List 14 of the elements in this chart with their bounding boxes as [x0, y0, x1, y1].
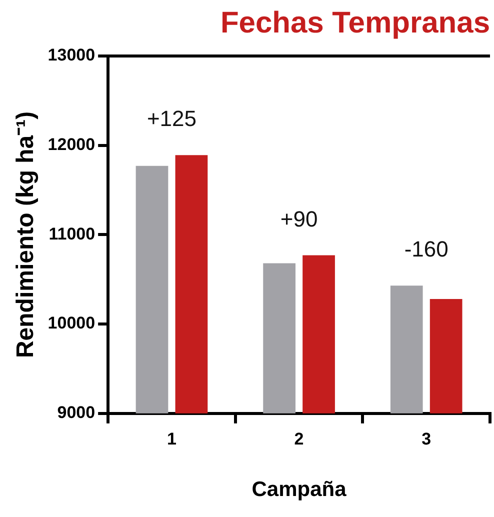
- y-axis-title: Rendimiento (kg ha⁻¹): [12, 111, 40, 358]
- y-tick-label: 13000: [48, 46, 96, 65]
- chart-title: Fechas Tempranas: [220, 6, 490, 40]
- annotation: +125: [146, 106, 197, 132]
- annotation: -160: [404, 236, 448, 262]
- x-tick-label: 1: [166, 429, 176, 448]
- x-tick-label: 3: [422, 429, 432, 448]
- y-tick-label: 9000: [57, 403, 96, 422]
- x-axis-title: Campaña: [252, 478, 347, 502]
- annotation: +90: [280, 206, 318, 232]
- x-tick-label: 2: [294, 429, 304, 448]
- y-tick-label: 12000: [48, 135, 96, 154]
- y-tick-label: 10000: [48, 314, 96, 333]
- y-tick-label: 11000: [48, 224, 96, 244]
